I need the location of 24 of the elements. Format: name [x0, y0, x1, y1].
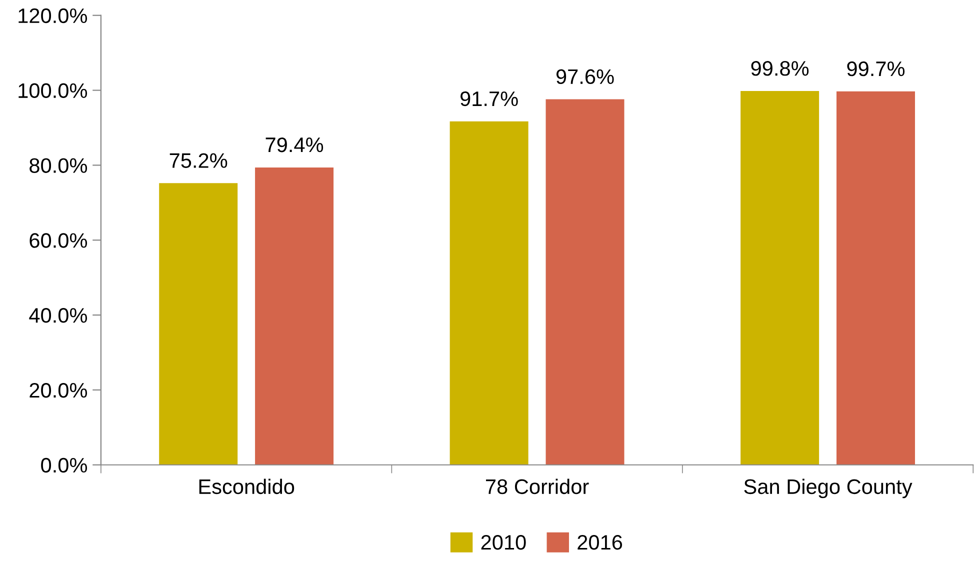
- legend-label: 2016: [578, 534, 622, 550]
- y-tick-label: 20.0%: [30, 382, 88, 398]
- y-tick-label: 80.0%: [30, 158, 88, 173]
- bar: [450, 121, 528, 465]
- bar: [255, 167, 334, 465]
- x-tick-label: San Diego County: [744, 478, 912, 498]
- bar: [546, 99, 624, 465]
- bar: [159, 183, 238, 465]
- data-label: 97.6%: [556, 69, 614, 84]
- y-tick-label: 0.0%: [41, 458, 88, 473]
- bar: [836, 91, 915, 465]
- data-label: 75.2%: [170, 153, 228, 168]
- y-tick-label: 40.0%: [29, 308, 88, 323]
- bar: [740, 91, 820, 465]
- x-tick-label: Escondido: [199, 478, 294, 494]
- y-tick-label: 100.0%: [18, 83, 88, 98]
- data-label: 99.7%: [847, 61, 905, 76]
- y-tick-label: 120.0%: [18, 8, 88, 24]
- data-label: 99.8%: [751, 61, 809, 76]
- y-tick-label: 60.0%: [30, 233, 88, 248]
- data-label: 91.7%: [460, 91, 518, 106]
- x-tick-label: 78 Corridor: [486, 478, 589, 494]
- legend-label: 2010: [481, 534, 526, 550]
- data-label: 79.4%: [266, 137, 324, 152]
